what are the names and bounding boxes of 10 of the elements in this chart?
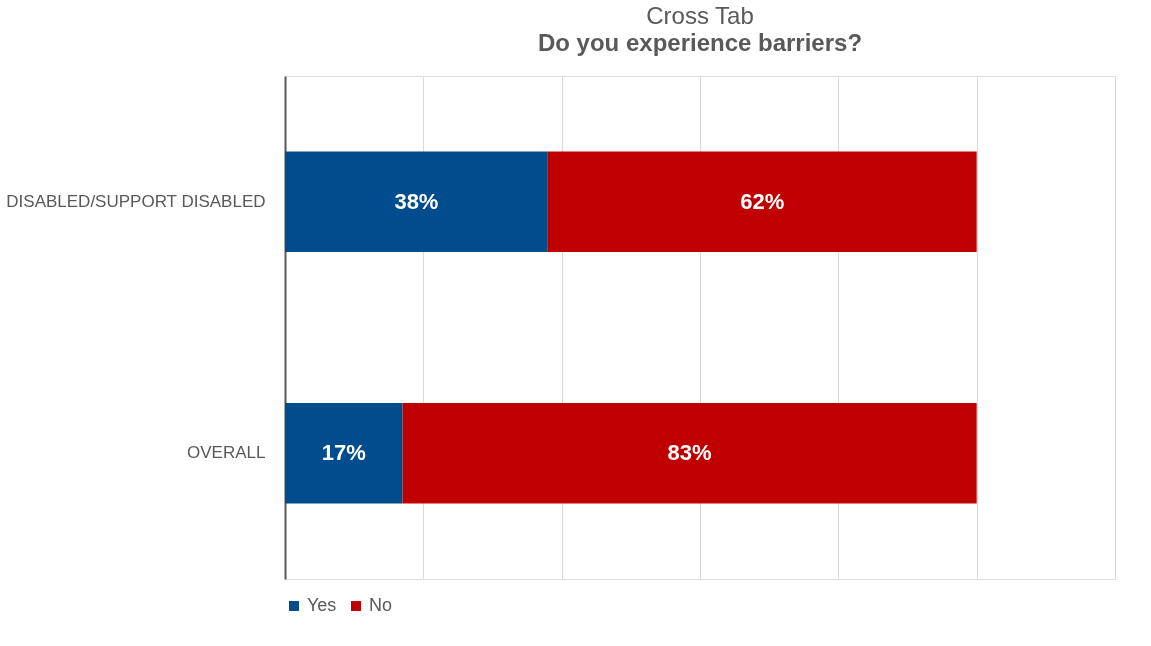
legend-label: No [369, 595, 393, 615]
data-label: 38% [394, 188, 439, 214]
y-tick-label: DISABLED/SUPPORT DISABLED [6, 191, 266, 211]
y-tick-label: OVERALL [187, 443, 266, 463]
chart-title: Cross Tab [646, 2, 754, 29]
chart-subtitle: Do you experience barriers? [537, 29, 863, 56]
legend-label: Yes [307, 595, 337, 615]
data-label: 17% [321, 440, 366, 466]
data-label: 83% [667, 440, 712, 466]
data-label: 62% [740, 188, 785, 214]
